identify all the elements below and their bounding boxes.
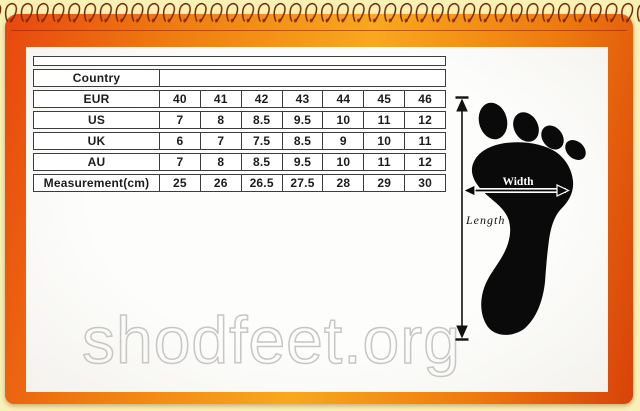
row-label-au: AU xyxy=(34,154,160,170)
cell-au-5: 11 xyxy=(364,154,406,170)
cell-eur-3: 43 xyxy=(283,91,324,107)
cell-cm-4: 28 xyxy=(323,175,365,191)
cell-eur-0: 40 xyxy=(160,91,201,107)
cell-au-0: 7 xyxy=(160,154,201,170)
notepad-frame: shodfeet.org Country EUR 40 41 42 43 44 … xyxy=(5,14,633,404)
row-label-eur: EUR xyxy=(34,91,160,107)
cell-us-5: 11 xyxy=(364,112,406,128)
cell-cm-6: 30 xyxy=(418,176,432,190)
cell-us-2: 8.5 xyxy=(242,112,283,128)
cell-us-1: 8 xyxy=(201,112,242,128)
cell-cm-1: 26 xyxy=(201,175,242,191)
cell-uk-2: 7.5 xyxy=(242,133,283,149)
table-row-country: Country xyxy=(33,69,446,87)
table-row-measurement: Measurement(cm) 25 26 26.5 27.5 28 29 30 xyxy=(33,174,446,192)
cell-cm-5: 29 xyxy=(364,175,406,191)
cell-us-6: 12 xyxy=(418,113,432,127)
cell-cm-0: 25 xyxy=(160,175,201,191)
table-row-us: US 7 8 8.5 9.5 10 11 12 xyxy=(33,111,446,129)
cell-au-1: 8 xyxy=(201,154,242,170)
frame-seam-line xyxy=(11,30,627,31)
size-chart-table: Country EUR 40 41 42 43 44 45 46 US 7 8 … xyxy=(33,56,446,195)
cell-us-4: 10 xyxy=(323,112,365,128)
cell-au-2: 8.5 xyxy=(242,154,283,170)
table-row-au: AU 7 8 8.5 9.5 10 11 12 xyxy=(33,153,446,171)
header-empty-cell xyxy=(160,70,445,86)
table-row-uk: UK 6 7 7.5 8.5 9 10 11 xyxy=(33,132,446,150)
row-label-us: US xyxy=(34,112,160,128)
row-label-uk: UK xyxy=(34,133,160,149)
cell-uk-0: 6 xyxy=(160,133,201,149)
watermark-text: shodfeet.org xyxy=(81,302,461,378)
cell-eur-2: 42 xyxy=(242,91,283,107)
cell-eur-1: 41 xyxy=(201,91,242,107)
cell-uk-6: 11 xyxy=(418,134,432,148)
cell-au-4: 10 xyxy=(323,154,365,170)
cell-uk-1: 7 xyxy=(201,133,242,149)
spiral-binding-icon xyxy=(0,0,640,27)
table-row-eur: EUR 40 41 42 43 44 45 46 xyxy=(33,90,446,108)
length-arrow-label: Length xyxy=(465,213,505,227)
row-label-measurement: Measurement(cm) xyxy=(34,175,160,191)
width-arrow xyxy=(462,184,570,197)
cell-eur-6: 46 xyxy=(418,92,432,106)
cell-cm-3: 27.5 xyxy=(283,175,324,191)
cell-au-3: 9.5 xyxy=(283,154,324,170)
width-arrow-label: Width xyxy=(502,176,534,188)
header-country-label: Country xyxy=(34,70,160,86)
cell-us-0: 7 xyxy=(160,112,201,128)
paper-area: shodfeet.org Country EUR 40 41 42 43 44 … xyxy=(26,47,608,392)
cell-uk-4: 9 xyxy=(323,133,365,149)
cell-cm-2: 26.5 xyxy=(242,175,283,191)
cell-us-3: 9.5 xyxy=(283,112,324,128)
cell-uk-5: 10 xyxy=(364,133,406,149)
cell-eur-4: 44 xyxy=(323,91,365,107)
cell-uk-3: 8.5 xyxy=(283,133,324,149)
cell-au-6: 12 xyxy=(418,155,432,169)
cell-eur-5: 45 xyxy=(364,91,406,107)
table-top-strip xyxy=(33,56,446,66)
footprint-diagram: Width Length xyxy=(455,96,586,341)
length-arrow xyxy=(455,96,469,341)
